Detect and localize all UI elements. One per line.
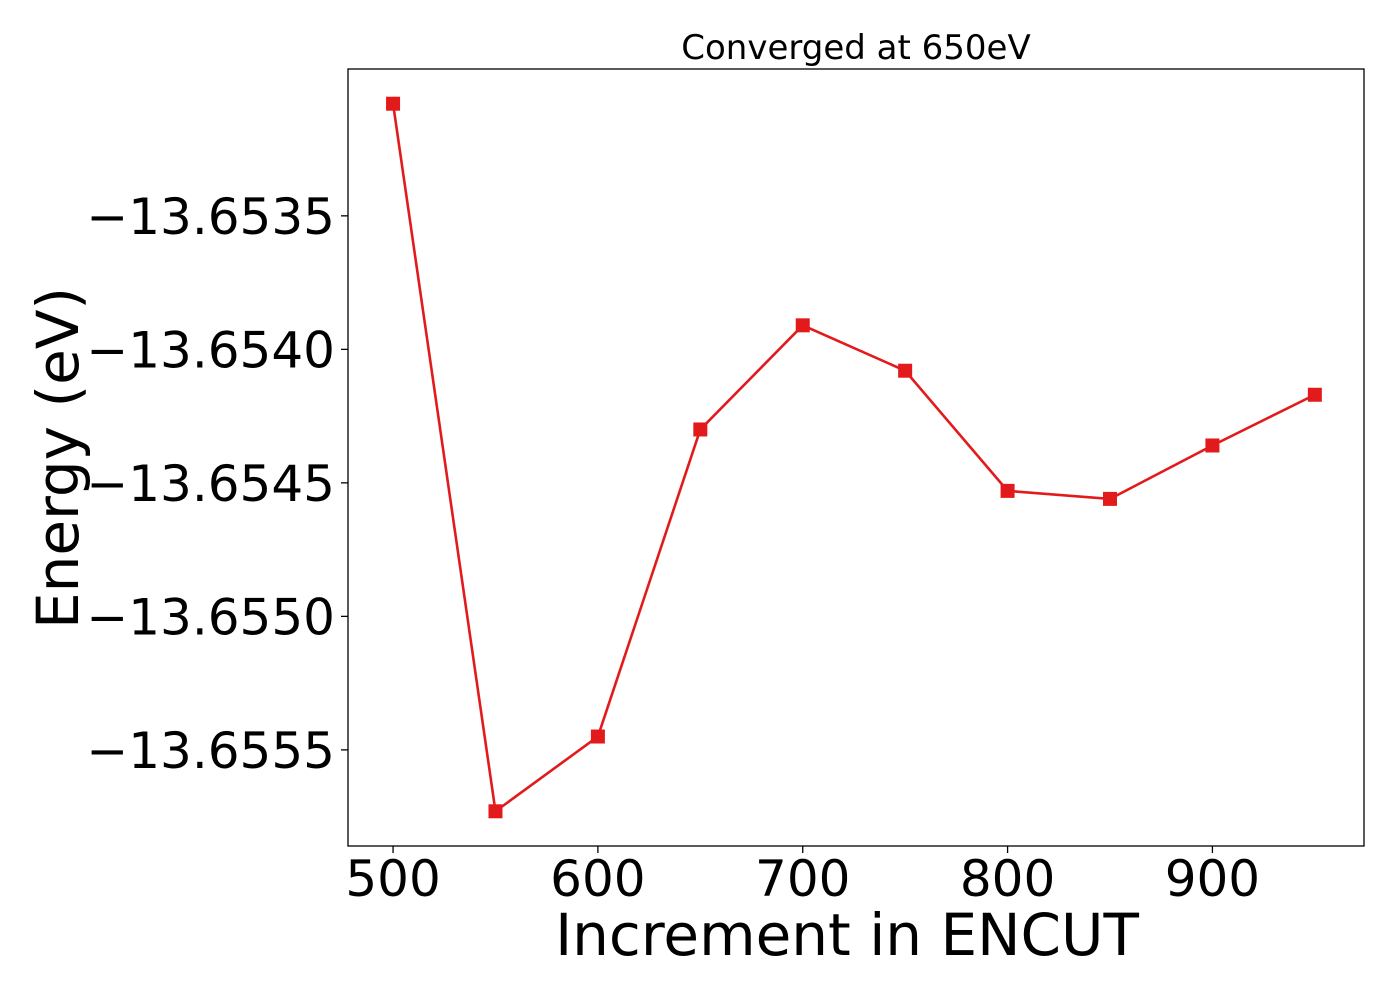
x-tick-label: 900 xyxy=(1165,850,1260,908)
y-tick-label: −13.6545 xyxy=(86,455,335,513)
plot-area xyxy=(347,68,1365,847)
data-point-marker xyxy=(590,729,605,744)
series-line xyxy=(391,103,1316,814)
data-point-marker xyxy=(488,804,503,819)
data-point-marker xyxy=(1103,491,1117,506)
x-tick-label: 500 xyxy=(345,850,440,908)
data-point-marker xyxy=(1205,438,1220,453)
y-axis-label: Energy (eV) xyxy=(24,287,92,629)
data-point-marker xyxy=(1307,387,1322,402)
y-tick-label: −13.6535 xyxy=(86,188,335,246)
x-tick-label: 800 xyxy=(960,850,1055,908)
y-tick-label: −13.6540 xyxy=(86,321,335,379)
y-axis: −13.6535 −13.6540 −13.6545 −13.6550 −13.6555 xyxy=(86,188,348,780)
data-point-marker xyxy=(795,318,810,333)
data-point-marker xyxy=(693,422,708,437)
x-tick-label: 600 xyxy=(550,850,645,908)
data-point-marker xyxy=(386,96,401,111)
chart-title: Converged at 650eV xyxy=(681,28,1030,68)
series-layer xyxy=(386,96,1322,819)
data-point-marker xyxy=(1000,483,1015,498)
data-point-marker xyxy=(898,363,913,378)
y-tick-label: −13.6550 xyxy=(86,588,335,646)
x-axis: 500 600 700 800 900 xyxy=(345,846,1260,908)
x-tick-label: 700 xyxy=(755,850,850,908)
y-tick-label: −13.6555 xyxy=(86,722,335,780)
x-axis-label: Increment in ENCUT xyxy=(555,901,1139,969)
